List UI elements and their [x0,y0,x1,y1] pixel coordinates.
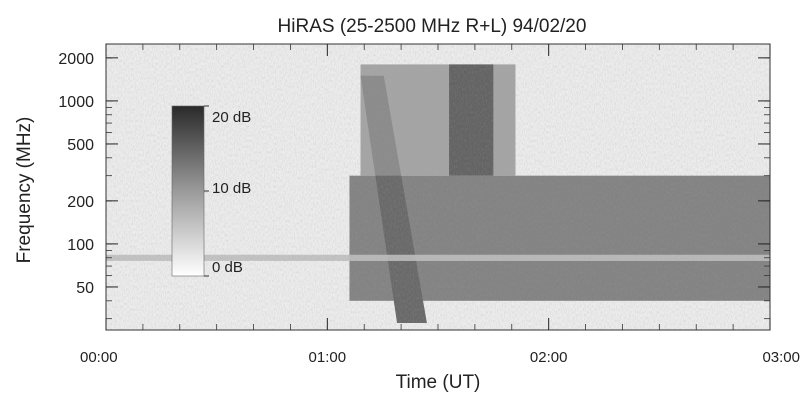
y-tick-label: 500 [67,137,94,154]
x-tick-label: 02:00 [530,349,568,366]
x-tick-label: 03:00 [762,349,800,366]
chart-title: HiRAS (25-2500 MHz R+L) 94/02/20 [278,16,587,37]
x-axis: 00:00 01:00 02:00 03:00 [80,44,800,366]
y-tick-label: 2000 [58,51,94,68]
x-tick-label: 01:00 [309,349,347,366]
noise-texture [106,44,770,330]
colorbar: 20 dB 10 dB 0 dB [171,105,251,277]
colorbar-tick-label: 10 dB [212,180,251,197]
colorbar-tick-label: 20 dB [212,109,251,126]
x-tick-label: 00:00 [80,349,118,366]
y-axis: 2000 1000 500 200 100 50 [58,51,770,320]
y-tick-label: 50 [76,280,94,297]
x-axis-label: Time (UT) [396,372,481,393]
y-tick-label: 200 [67,194,94,211]
y-tick-label: 1000 [58,94,94,111]
colorbar-tick-label: 0 dB [212,259,243,276]
colorbar-gradient [171,105,205,277]
y-axis-label: Frequency (MHz) [14,117,35,264]
spectrogram-image [106,44,770,330]
y-tick-label: 100 [67,237,94,254]
